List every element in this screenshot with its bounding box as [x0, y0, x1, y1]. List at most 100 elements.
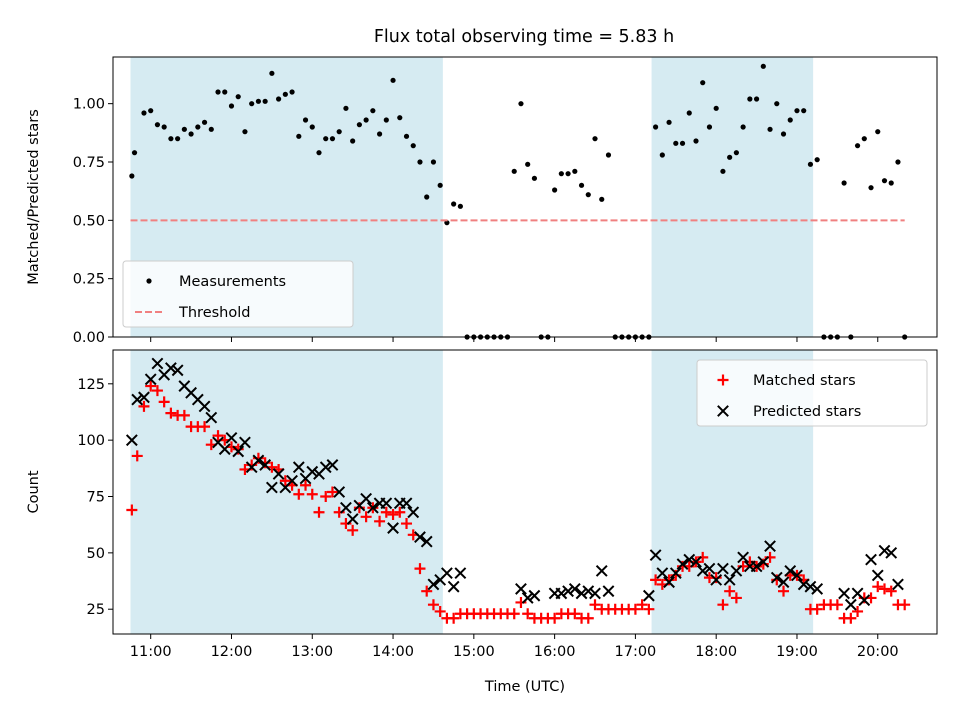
data-point [387, 522, 399, 534]
data-point [366, 501, 379, 514]
ratio-panel: 0.00 0.25 0.50 0.75 1.00 Matched/Predicted s… [26, 56, 938, 346]
data-point [518, 101, 524, 107]
data-point [760, 63, 766, 69]
series-predicted-stars [125, 357, 904, 611]
y-tick-label: 100 [77, 433, 105, 449]
data-point [801, 108, 807, 114]
data-point [138, 391, 150, 404]
data-point [400, 497, 413, 510]
data-point [225, 431, 238, 444]
data-point [531, 175, 538, 181]
y-tick-label: 50 [87, 546, 105, 562]
data-point [643, 603, 655, 615]
data-point [252, 454, 265, 467]
legend-label: Threshold [178, 305, 250, 321]
data-point [131, 450, 143, 462]
data-point [797, 578, 810, 591]
data-point [629, 603, 641, 615]
data-point [552, 187, 558, 193]
data-point [872, 581, 884, 593]
y-tick-label: 25 [87, 602, 105, 618]
data-point [199, 421, 211, 433]
data-point [302, 117, 309, 123]
data-point [447, 580, 460, 593]
data-point [306, 488, 318, 500]
count-panel-ylabel: Count [26, 470, 42, 513]
data-point [414, 531, 426, 543]
data-point [319, 461, 332, 474]
data-point [212, 430, 224, 442]
data-point [575, 587, 588, 600]
data-point [340, 518, 352, 530]
count-panel-frame [112, 349, 938, 635]
data-point [306, 465, 319, 478]
data-point [703, 562, 716, 575]
data-point [569, 608, 581, 620]
data-point [410, 143, 416, 149]
data-point [791, 569, 803, 582]
data-point [521, 592, 534, 604]
data-point [777, 576, 790, 589]
data-point [666, 119, 672, 125]
data-point [693, 138, 699, 144]
data-point [669, 567, 682, 580]
data-point [340, 501, 352, 514]
data-point [363, 117, 369, 123]
data-point [296, 133, 302, 139]
data-point [717, 562, 729, 575]
data-point [831, 599, 843, 611]
data-point [313, 506, 325, 518]
data-point [235, 94, 241, 100]
data-point [740, 124, 746, 130]
data-point [582, 585, 595, 598]
data-point [175, 136, 181, 142]
data-point [138, 400, 150, 412]
data-point [737, 551, 750, 564]
data-point [208, 126, 214, 132]
data-point [888, 180, 894, 186]
data-point [427, 578, 440, 591]
data-point [528, 589, 541, 602]
data-point [642, 589, 655, 602]
data-point [881, 178, 888, 184]
count-panel-legend: Matched stars Predicted stars [696, 359, 928, 427]
data-point [673, 140, 679, 146]
y-tick-label: 1.00 [73, 97, 105, 113]
data-point [750, 560, 763, 573]
y-tick-label: 0.00 [73, 330, 105, 346]
data-point [511, 168, 517, 174]
data-point [885, 585, 897, 597]
data-point [653, 124, 659, 130]
data-point [195, 124, 201, 130]
data-point [390, 77, 396, 83]
data-point [589, 587, 601, 600]
data-point [276, 96, 282, 102]
data-point [568, 583, 581, 595]
data-point [663, 576, 675, 589]
data-point [730, 564, 743, 577]
data-point [222, 89, 228, 95]
y-tick-label: 125 [77, 377, 105, 393]
data-point [585, 192, 591, 198]
data-point [242, 129, 248, 135]
data-point [838, 587, 851, 600]
data-point [286, 474, 298, 487]
data-point [737, 560, 749, 572]
ratio-panel-ylabel: Matched/Predicted stars [26, 109, 42, 285]
data-point [844, 598, 857, 611]
legend-box [696, 359, 928, 427]
y-tick-label: 0.75 [73, 155, 105, 171]
data-point [811, 583, 824, 595]
ratio-panel-legend: Measurements Threshold [122, 260, 354, 328]
data-point [861, 136, 867, 142]
data-point [845, 612, 857, 624]
data-point [696, 564, 709, 577]
data-point [727, 154, 733, 160]
data-point [397, 115, 403, 121]
data-point [356, 122, 362, 128]
data-point [784, 564, 797, 577]
data-point [326, 459, 339, 471]
legend-label: Predicted stars [753, 404, 861, 420]
data-point [787, 117, 793, 123]
data-point [289, 89, 295, 95]
